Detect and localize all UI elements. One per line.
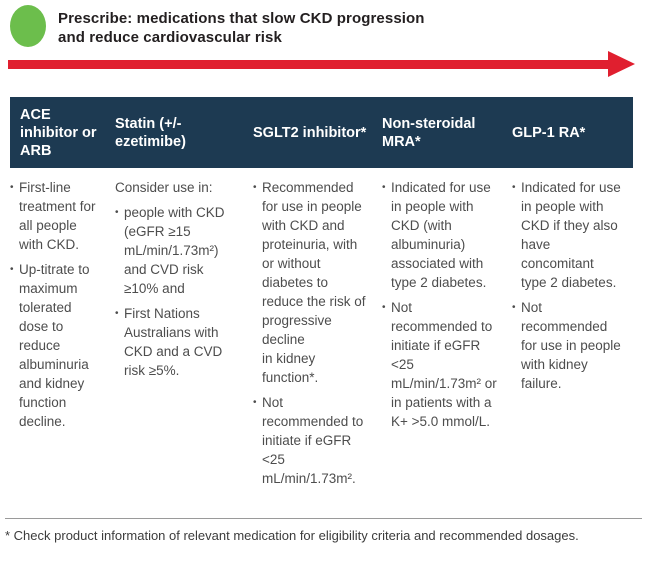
table-cell-statin: Consider use in: • people with CKD (eGFR… (115, 170, 253, 494)
cell-intro-text: Consider use in: (115, 180, 213, 195)
list-item: • First-line treatment for all people wi… (10, 178, 103, 254)
list-item: • First Nations Australians with CKD and… (115, 304, 241, 380)
bullet-icon: • (382, 182, 386, 193)
column-header-glp1: GLP-1 RA* (512, 124, 586, 141)
green-circle-icon (10, 5, 46, 47)
column-header-mra: Non-steroidal MRA* (382, 115, 476, 150)
bullet-icon: • (253, 397, 257, 408)
list-item: • Up-titrate to maximum tolerated dose t… (10, 260, 103, 431)
bullet-icon: • (512, 182, 516, 193)
column-header-sglt2: SGLT2 inhibitor* (253, 124, 367, 141)
list-item-text: Not recommended to initiate if eGFR <25 … (262, 395, 364, 486)
list-item-text: Indicated for use in people with CKD if … (521, 180, 621, 290)
list-item: • Recommended for use in people with CKD… (253, 178, 370, 387)
bullet-icon: • (115, 308, 119, 319)
bullet-icon: • (253, 182, 257, 193)
table-cell-ace-arb: • First-line treatment for all people wi… (10, 170, 115, 494)
right-arrow-head-icon (608, 51, 635, 77)
column-header-ace-arb: ACE inhibitor or ARB (20, 106, 97, 159)
bullet-icon: • (512, 302, 516, 313)
table-cell-glp1: • Indicated for use in people with CKD i… (512, 170, 633, 494)
list-item: • Not recommended to initiate if eGFR <2… (253, 393, 370, 488)
list-item: • Not recommended to initiate if eGFR <2… (382, 298, 500, 431)
list-item-text: First Nations Australians with CKD and a… (124, 306, 223, 378)
table-cell-sglt2: • Recommended for use in people with CKD… (253, 170, 382, 494)
list-item: • people with CKD (eGFR ≥15 mL/min/1.73m… (115, 203, 241, 298)
footnote-divider (5, 518, 642, 519)
list-item: • Indicated for use in people with CKD (… (382, 178, 500, 292)
list-item-text: First-line treatment for all people with… (19, 180, 96, 252)
list-item: • Not recommended for use in people with… (512, 298, 621, 393)
list-item-text: people with CKD (eGFR ≥15 mL/min/1.73m²)… (124, 205, 225, 296)
right-arrow-icon (8, 60, 609, 69)
list-item-text: Recommended for use in people with CKD a… (262, 180, 366, 385)
list-item: • Indicated for use in people with CKD i… (512, 178, 621, 292)
list-item-text: Up-titrate to maximum tolerated dose to … (19, 262, 90, 429)
list-item-text: Not recommended for use in people with k… (521, 300, 621, 391)
table-cell-mra: • Indicated for use in people with CKD (… (382, 170, 512, 494)
bullet-icon: • (115, 207, 119, 218)
table-body-row: • First-line treatment for all people wi… (10, 170, 633, 494)
bullet-icon: • (10, 182, 14, 193)
column-header-statin: Statin (+/- ezetimibe) (115, 115, 186, 150)
bullet-icon: • (382, 302, 386, 313)
list-item-text: Not recommended to initiate if eGFR <25 … (391, 300, 497, 429)
page-title: Prescribe: medications that slow CKD pro… (58, 10, 425, 46)
footnote-text: * Check product information of relevant … (5, 528, 579, 543)
table-header-row: ACE inhibitor or ARB Statin (+/- ezetimi… (10, 97, 633, 168)
list-item-text: Indicated for use in people with CKD (wi… (391, 180, 491, 290)
bullet-icon: • (10, 264, 14, 275)
